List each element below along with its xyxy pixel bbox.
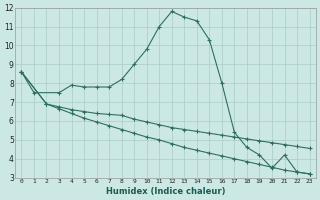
X-axis label: Humidex (Indice chaleur): Humidex (Indice chaleur) xyxy=(106,187,225,196)
